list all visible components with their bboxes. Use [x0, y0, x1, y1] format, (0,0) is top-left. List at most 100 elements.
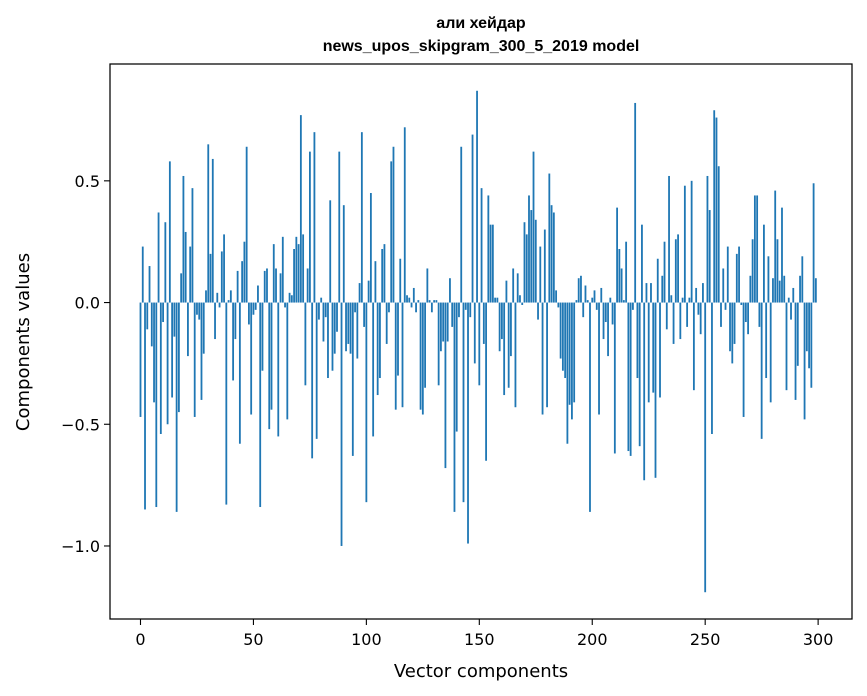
bar-140: [455, 302, 458, 432]
bar-288: [790, 302, 792, 320]
bar-126: [424, 302, 426, 388]
bar-64: [284, 302, 286, 308]
bar-215: [625, 241, 628, 303]
bar-281: [774, 190, 777, 303]
bar-50: [252, 302, 255, 315]
bar-263: [733, 302, 736, 344]
bar-190: [568, 302, 571, 405]
bar-206: [604, 302, 607, 323]
bar-188: [564, 302, 567, 379]
bar-47: [245, 146, 248, 303]
bar-211: [616, 207, 618, 303]
bar-90: [342, 205, 345, 303]
bar-71: [299, 115, 302, 303]
bar-280: [772, 278, 774, 303]
bar-145: [467, 302, 469, 544]
bar-116: [401, 302, 404, 408]
bar-84: [329, 200, 332, 303]
bar-55: [263, 270, 266, 303]
bar-79: [318, 302, 320, 320]
bar-229: [656, 258, 659, 303]
bar-247: [697, 302, 700, 315]
bar-231: [661, 275, 664, 303]
bar-123: [417, 300, 420, 303]
bar-108: [383, 244, 386, 303]
bar-209: [611, 302, 614, 325]
bar-241: [683, 185, 686, 303]
bar-95: [354, 302, 356, 313]
bar-173: [530, 210, 533, 303]
bar-135: [444, 302, 447, 469]
bar-179: [543, 229, 546, 303]
bar-100: [365, 302, 368, 503]
bar-251: [706, 175, 709, 303]
bar-22: [189, 246, 192, 303]
bar-219: [634, 102, 637, 303]
bar-93: [349, 302, 352, 354]
bar-132: [437, 302, 440, 386]
bar-238: [677, 234, 679, 303]
bar-212: [618, 249, 621, 303]
bar-121: [412, 287, 415, 303]
bar-1: [141, 246, 144, 303]
bar-221: [638, 302, 641, 447]
bar-262: [731, 302, 734, 364]
bar-170: [523, 222, 526, 303]
bar-207: [607, 302, 609, 357]
bar-83: [327, 302, 329, 379]
bar-266: [740, 302, 743, 305]
bar-2: [144, 302, 146, 510]
bar-164: [510, 302, 512, 357]
bar-283: [778, 280, 781, 303]
bar-92: [347, 302, 350, 344]
bar-204: [600, 287, 603, 303]
bar-232: [663, 241, 666, 303]
bar-77: [313, 132, 316, 303]
bar-60: [275, 268, 277, 303]
bar-14: [171, 302, 174, 398]
bar-194: [577, 278, 580, 303]
bar-157: [494, 297, 497, 303]
bar-243: [688, 297, 691, 303]
bar-277: [765, 302, 768, 379]
x-axis: 0 50 100 150 200 250 300: [135, 619, 833, 649]
bar-202: [595, 302, 598, 310]
bar-142: [460, 146, 463, 303]
x-tick-label: 300: [803, 630, 834, 649]
bar-236: [672, 302, 675, 344]
bar-61: [277, 302, 280, 437]
bar-102: [369, 193, 372, 303]
bar-0: [139, 302, 142, 417]
bar-249: [702, 283, 704, 303]
bar-67: [290, 295, 293, 303]
bar-27: [200, 302, 203, 400]
bar-109: [385, 302, 388, 344]
bar-34: [216, 292, 219, 303]
bar-139: [453, 302, 456, 512]
bar-40: [229, 290, 232, 303]
bar-163: [507, 302, 510, 388]
x-tick-label: 200: [577, 630, 608, 649]
bar-213: [620, 268, 623, 303]
chart-title-line-1: али хейдар: [436, 15, 526, 32]
bar-112: [392, 146, 395, 303]
bar-86: [333, 302, 336, 354]
bar-205: [602, 302, 605, 340]
bar-237: [674, 239, 677, 303]
x-axis-label: Vector components: [394, 661, 568, 682]
bar-127: [426, 268, 429, 303]
bar-186: [559, 302, 562, 359]
bar-91: [345, 302, 347, 352]
bar-191: [571, 302, 573, 420]
bar-128: [428, 300, 431, 303]
bar-272: [753, 195, 756, 303]
bar-96: [356, 302, 359, 359]
bar-114: [397, 302, 399, 376]
bar-156: [491, 224, 494, 303]
bar-199: [589, 302, 591, 512]
bar-275: [760, 302, 763, 439]
bar-17: [177, 302, 180, 413]
bar-260: [726, 246, 729, 303]
bar-250: [704, 302, 707, 593]
